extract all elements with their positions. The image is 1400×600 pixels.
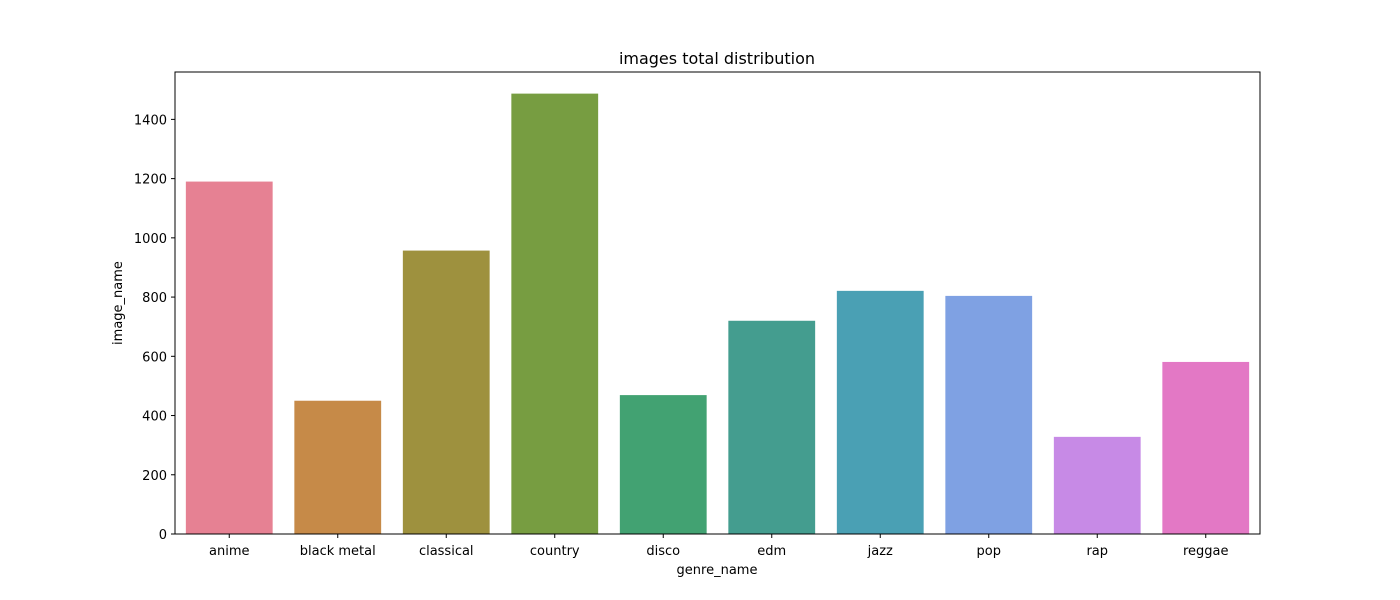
bar-rap [1053,436,1141,534]
bar-edm [728,320,816,534]
x-tick-label: anime [209,544,249,559]
y-tick-label: 0 [159,528,167,543]
bar-classical [402,250,490,535]
y-tick-label: 1200 [134,173,167,188]
bar-black-metal [294,400,382,534]
x-tick-label: jazz [867,544,893,559]
x-tick-label: country [530,544,580,559]
y-tick-label: 800 [142,291,167,306]
chart-title: images total distribution [619,49,815,68]
plot-frame [174,71,1261,535]
x-tick-label: pop [977,544,1001,559]
x-tick-label: edm [757,544,786,559]
x-tick-label: black metal [300,544,376,559]
x-axis-label: genre_name [677,563,758,578]
y-tick-label: 400 [142,410,167,425]
x-axis: anime black metal classical country disco edm… [209,534,1229,559]
y-axis: 0 200 400 600 800 1000 1200 1400 [134,113,175,543]
bar-disco [619,395,707,534]
x-tick-label: reggae [1183,544,1229,559]
bar-reggae [1162,361,1250,534]
x-tick-label: rap [1086,544,1108,559]
bar-jazz [836,290,924,534]
bar-anime [185,181,273,535]
y-axis-label: image_name [111,261,126,345]
x-tick-label: classical [419,544,474,559]
y-tick-label: 200 [142,469,167,484]
bar-country [511,93,599,534]
x-tick-label: disco [646,544,680,559]
bars-group [185,93,1250,535]
bar-pop [945,295,1033,534]
y-tick-label: 1000 [134,232,167,247]
y-tick-label: 1400 [134,113,167,128]
y-tick-label: 600 [142,350,167,365]
